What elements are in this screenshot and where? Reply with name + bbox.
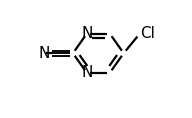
Text: N: N: [81, 26, 93, 41]
Text: N: N: [38, 46, 50, 61]
Text: N: N: [81, 65, 93, 80]
Text: Cl: Cl: [140, 26, 155, 41]
